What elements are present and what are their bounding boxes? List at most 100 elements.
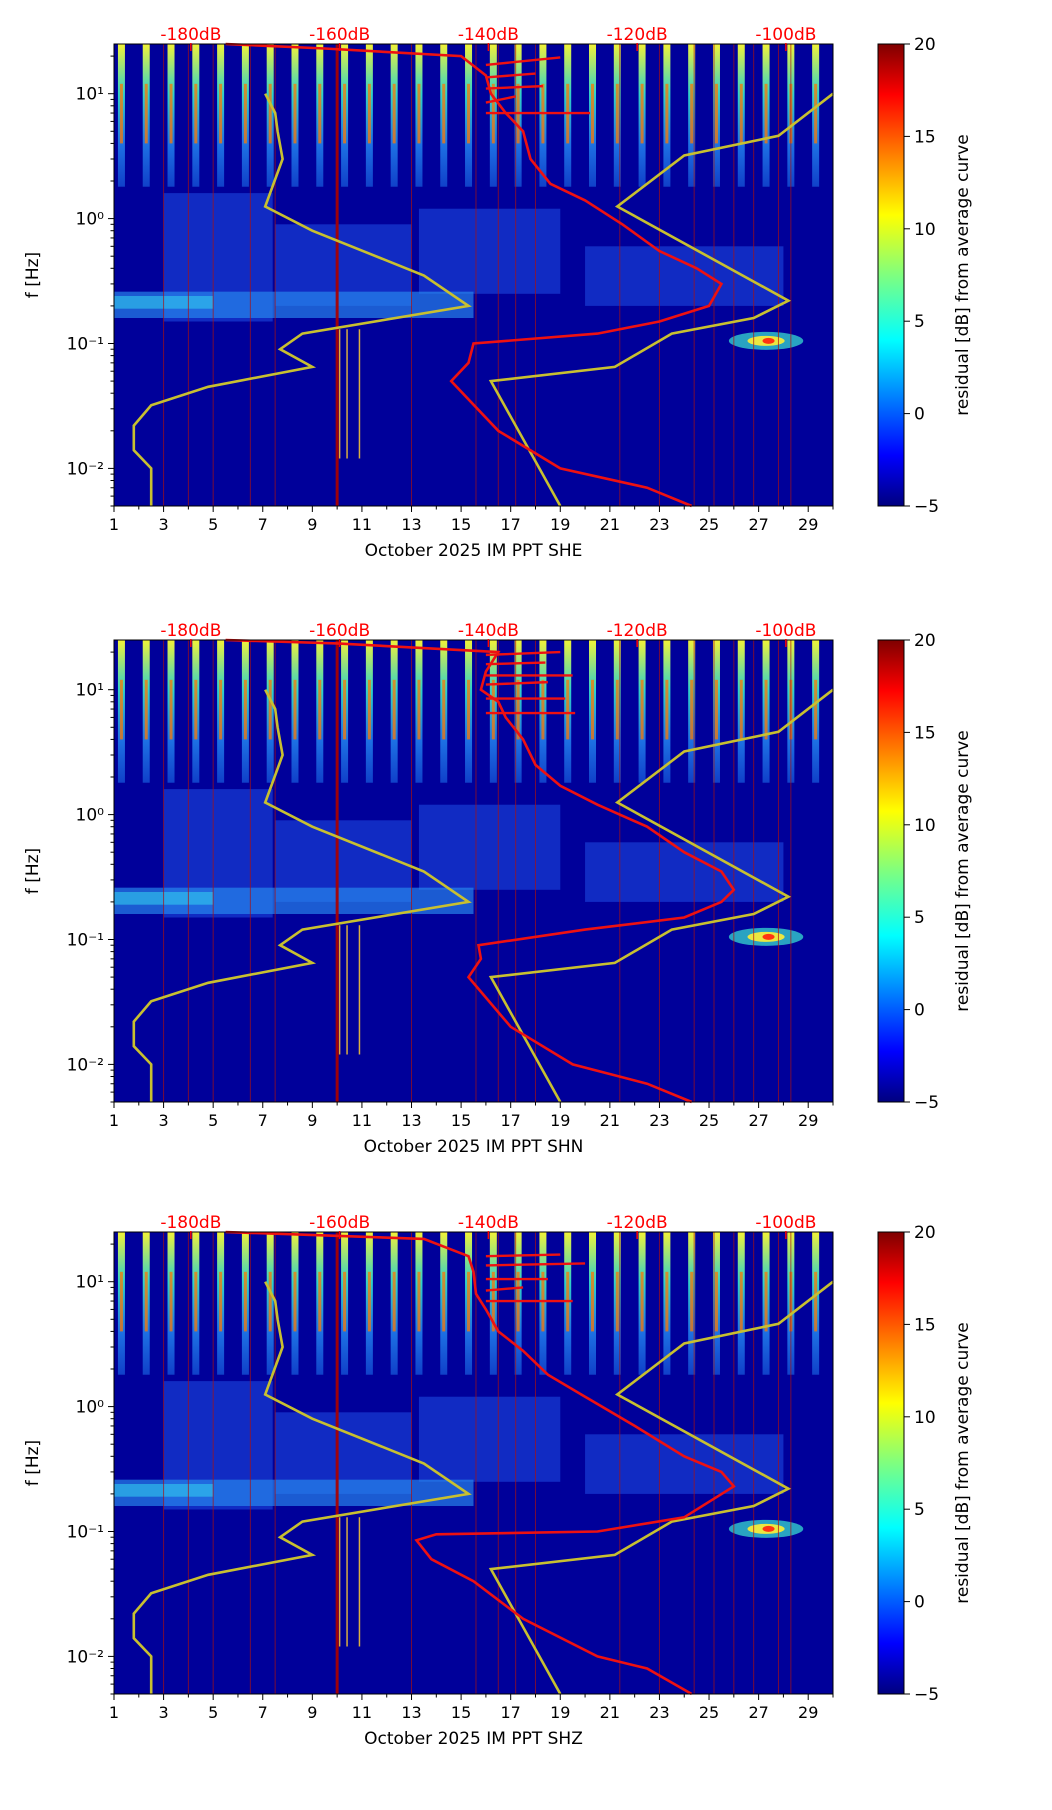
heatmap-cell — [585, 1434, 784, 1494]
x-tick-label: 1 — [109, 1111, 119, 1130]
x-tick-label: 3 — [158, 515, 168, 534]
heatmap-cell — [243, 1271, 247, 1332]
db-scale-label: -120dB — [607, 25, 668, 45]
heatmap-cell — [343, 679, 347, 740]
heatmap-cell — [690, 1271, 694, 1332]
y-tick-label: 10¹ — [76, 681, 104, 701]
mean-psd-spike — [485, 95, 516, 104]
mean-psd-spike — [485, 1262, 586, 1267]
x-tick-label: 21 — [600, 1111, 620, 1130]
mean-psd-spike — [485, 680, 548, 686]
heatmap-cell — [367, 83, 371, 144]
db-scale-label: -140dB — [458, 621, 519, 641]
y-tick-label: 10⁻² — [67, 1647, 104, 1667]
x-axis-label: October 2025 IM PPT SHZ — [364, 1729, 583, 1749]
x-tick-label: 23 — [649, 1703, 669, 1722]
y-tick-label: 10⁻¹ — [67, 1523, 104, 1543]
heatmap-cell — [417, 679, 421, 740]
x-tick-label: 13 — [401, 515, 421, 534]
heatmap-cell — [392, 679, 396, 740]
x-tick-label: 19 — [550, 1703, 570, 1722]
heatmap-cell — [219, 679, 223, 740]
colorbar-tick-label: 10 — [914, 1408, 936, 1428]
x-tick-label: 23 — [649, 515, 669, 534]
x-tick-label: 25 — [699, 1111, 719, 1130]
heatmap-cell — [640, 1271, 644, 1332]
x-tick-label: 17 — [501, 1111, 521, 1130]
x-tick-label: 17 — [501, 1703, 521, 1722]
heatmap-cell — [640, 83, 644, 144]
db-scale-label: -160dB — [309, 621, 370, 641]
db-scale-label: -180dB — [160, 25, 221, 45]
colorbar — [877, 639, 905, 1103]
heatmap-cell — [417, 83, 421, 144]
colorbar-tick-label: 20 — [914, 35, 936, 55]
y-axis-label: f [Hz] — [23, 252, 43, 298]
colorbar-tick-label: 0 — [914, 1001, 925, 1021]
colorbar-tick-label: 10 — [914, 220, 936, 240]
mean-psd-spike — [485, 661, 546, 666]
noise-model-low-line — [488, 92, 834, 507]
heatmap-cell — [392, 1271, 396, 1332]
x-tick-label: 15 — [451, 1703, 471, 1722]
heatmap-cell — [417, 1271, 421, 1332]
heatmap-cell — [194, 1271, 198, 1332]
x-tick-label: 3 — [158, 1703, 168, 1722]
x-tick-label: 5 — [208, 515, 218, 534]
heatmap-cell — [714, 679, 718, 740]
y-tick-label: 10⁰ — [76, 806, 105, 826]
db-scale-label: -100dB — [755, 621, 816, 641]
heatmap-cell — [442, 83, 446, 144]
heatmap-cell — [293, 1271, 297, 1332]
axes-frame — [113, 1231, 834, 1695]
x-tick-label: 29 — [798, 1111, 818, 1130]
colorbar-tick-label: 15 — [914, 1315, 936, 1335]
noise-model-low-line — [488, 688, 834, 1103]
mean-psd-spike — [485, 650, 561, 657]
heatmap-cell — [194, 679, 198, 740]
x-tick-label: 7 — [258, 1111, 268, 1130]
x-tick-label: 15 — [451, 515, 471, 534]
y-axis-label: f [Hz] — [23, 848, 43, 894]
heatmap-cell — [318, 83, 322, 144]
x-tick-label: 19 — [550, 1111, 570, 1130]
heatmap-cell — [814, 1271, 818, 1332]
x-tick-label: 11 — [352, 1111, 372, 1130]
x-tick-label: 15 — [451, 1111, 471, 1130]
y-tick-label: 10⁻² — [67, 459, 104, 479]
colorbar — [877, 43, 905, 507]
y-axis-label: f [Hz] — [23, 1440, 43, 1486]
heatmap-cell — [467, 83, 471, 144]
colorbar-tick-label: 5 — [914, 312, 925, 332]
db-scale-label: -140dB — [458, 25, 519, 45]
heatmap-cell — [418, 208, 561, 294]
colorbar-tick-label: 15 — [914, 723, 936, 743]
db-scale-label: -120dB — [607, 1213, 668, 1233]
heatmap-cell — [690, 679, 694, 740]
heatmap-cell — [516, 679, 520, 740]
heatmap-cell — [591, 83, 595, 144]
x-tick-label: 9 — [307, 515, 317, 534]
db-scale-label: -180dB — [160, 1213, 221, 1233]
heatmap-cell — [541, 679, 545, 740]
colorbar-label: residual [dB] from average curve — [953, 1322, 973, 1603]
heatmap-cell — [119, 679, 123, 740]
x-tick-label: 9 — [307, 1703, 317, 1722]
heatmap-cell — [640, 679, 644, 740]
x-tick-label: 3 — [158, 1111, 168, 1130]
heatmap-cell — [739, 679, 743, 740]
y-tick-label: 10¹ — [76, 85, 104, 105]
y-tick-label: 10⁻¹ — [67, 931, 104, 951]
x-tick-label: 29 — [798, 1703, 818, 1722]
y-tick-label: 10⁻¹ — [67, 335, 104, 355]
heatmap-cell — [343, 83, 347, 144]
noise-model-high-line — [132, 689, 472, 1102]
heatmap-cell — [764, 1271, 768, 1332]
heatmap-cell — [268, 1271, 272, 1332]
x-tick-label: 7 — [258, 1703, 268, 1722]
heatmap-cell — [268, 679, 272, 740]
heatmap-cell — [467, 1271, 471, 1332]
